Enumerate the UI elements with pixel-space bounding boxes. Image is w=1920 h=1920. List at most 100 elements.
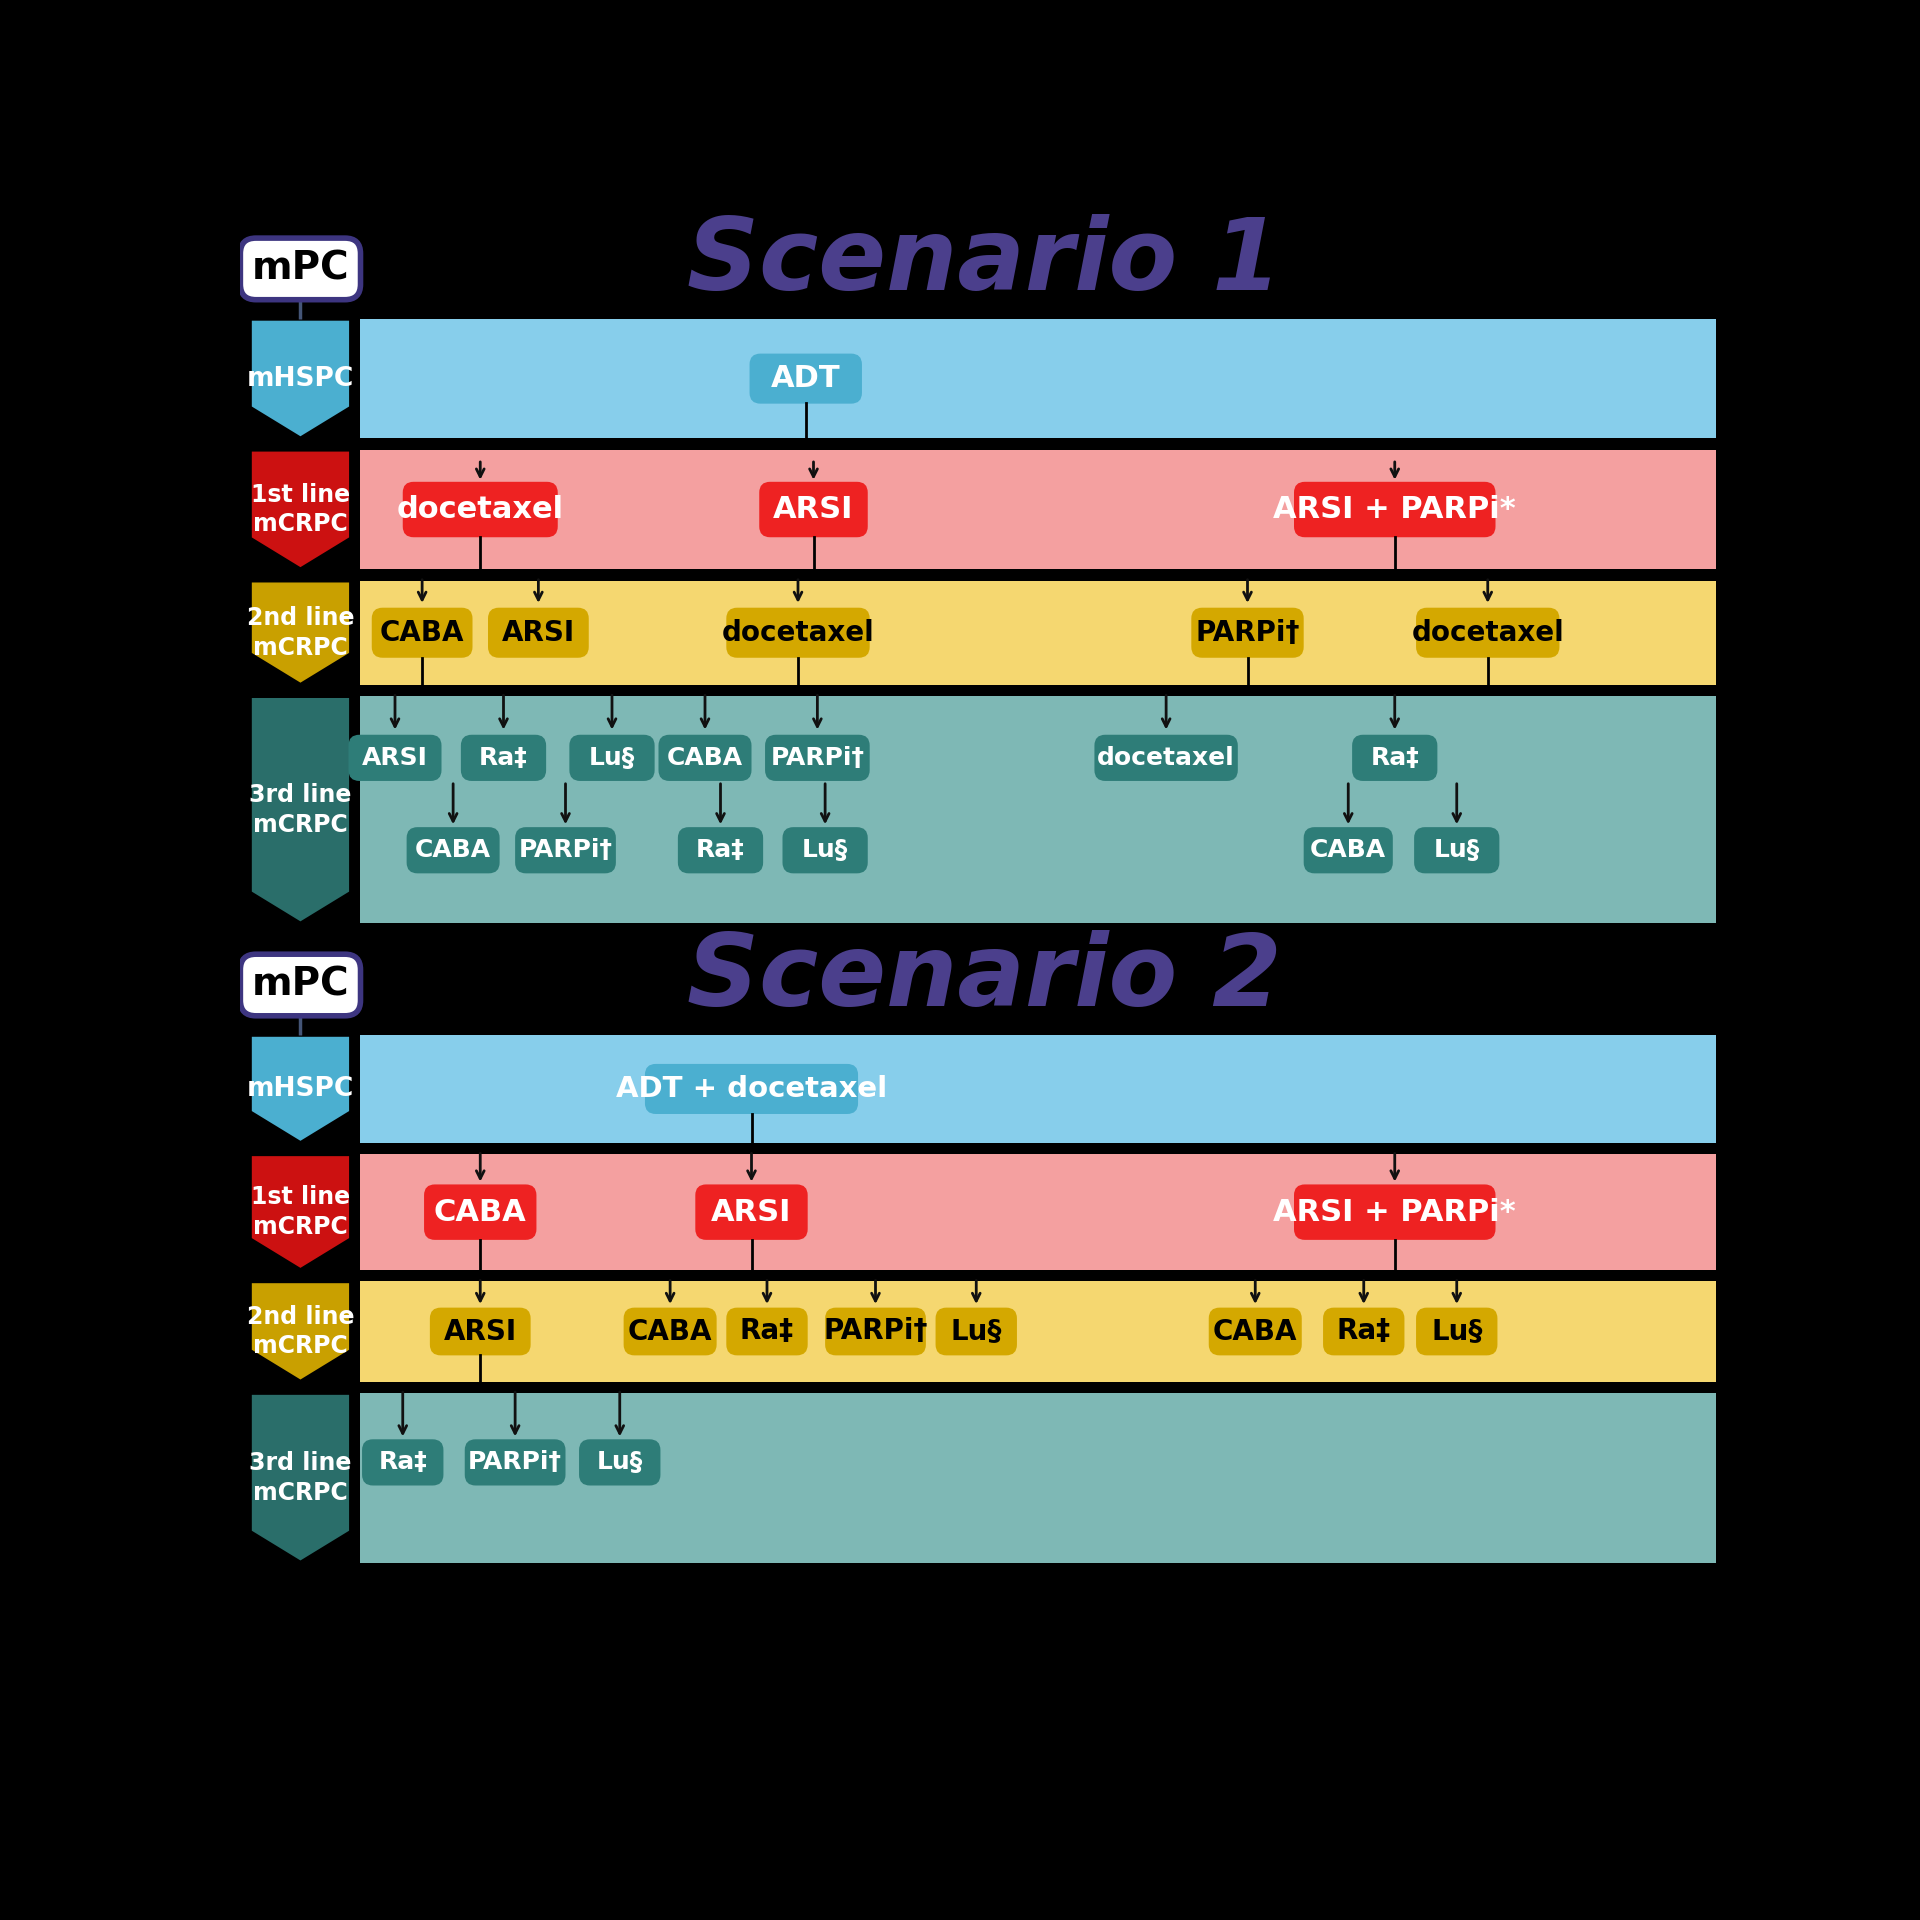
FancyBboxPatch shape <box>1352 735 1438 781</box>
Bar <box>361 1281 1716 1382</box>
Text: Scenario 2: Scenario 2 <box>687 931 1281 1027</box>
Text: mPC: mPC <box>252 250 349 288</box>
FancyBboxPatch shape <box>1323 1308 1404 1356</box>
FancyBboxPatch shape <box>695 1185 808 1240</box>
Text: ARSI: ARSI <box>774 495 854 524</box>
Text: Ra‡: Ra‡ <box>697 839 745 862</box>
Text: Ra‡: Ra‡ <box>1371 745 1419 770</box>
FancyBboxPatch shape <box>726 609 870 659</box>
Bar <box>361 1394 1716 1563</box>
FancyBboxPatch shape <box>624 1308 716 1356</box>
Polygon shape <box>250 449 351 568</box>
Text: CABA: CABA <box>666 745 743 770</box>
Polygon shape <box>250 319 351 438</box>
FancyBboxPatch shape <box>659 735 751 781</box>
FancyBboxPatch shape <box>645 1064 858 1114</box>
FancyBboxPatch shape <box>580 1440 660 1486</box>
Bar <box>361 449 1716 568</box>
Polygon shape <box>250 697 351 924</box>
Text: PARPi†: PARPi† <box>1196 618 1300 647</box>
Polygon shape <box>250 1035 351 1142</box>
Polygon shape <box>250 1394 351 1563</box>
FancyBboxPatch shape <box>1304 828 1392 874</box>
Text: ARSI: ARSI <box>501 618 574 647</box>
FancyBboxPatch shape <box>465 1440 566 1486</box>
FancyBboxPatch shape <box>403 482 557 538</box>
Bar <box>361 1035 1716 1142</box>
Text: docetaxel: docetaxel <box>722 618 874 647</box>
FancyBboxPatch shape <box>1294 1185 1496 1240</box>
Text: ADT: ADT <box>772 365 841 394</box>
Text: 3rd line
mCRPC: 3rd line mCRPC <box>250 1452 351 1505</box>
Bar <box>361 580 1716 685</box>
Text: 1st line
mCRPC: 1st line mCRPC <box>252 1185 349 1238</box>
Text: CABA: CABA <box>1213 1317 1298 1346</box>
Text: Lu§: Lu§ <box>589 745 636 770</box>
Text: PARPi†: PARPi† <box>824 1317 927 1346</box>
Text: Ra‡: Ra‡ <box>739 1317 795 1346</box>
Text: Lu§: Lu§ <box>803 839 849 862</box>
Text: docetaxel: docetaxel <box>1411 618 1565 647</box>
FancyBboxPatch shape <box>240 954 361 1016</box>
Text: Ra‡: Ra‡ <box>480 745 528 770</box>
Text: ARSI + PARPi*: ARSI + PARPi* <box>1273 1198 1517 1227</box>
Text: mHSPC: mHSPC <box>248 1075 353 1102</box>
Text: CABA: CABA <box>434 1198 526 1227</box>
Polygon shape <box>250 1281 351 1382</box>
Text: Lu§: Lu§ <box>1434 839 1480 862</box>
Text: ARSI: ARSI <box>363 745 428 770</box>
FancyBboxPatch shape <box>764 735 870 781</box>
Bar <box>361 697 1716 924</box>
FancyBboxPatch shape <box>726 1308 808 1356</box>
Text: CABA: CABA <box>1309 839 1386 862</box>
Text: mHSPC: mHSPC <box>248 365 353 392</box>
Text: CABA: CABA <box>415 839 492 862</box>
Polygon shape <box>250 580 351 685</box>
Text: ADT + docetaxel: ADT + docetaxel <box>616 1075 887 1102</box>
FancyBboxPatch shape <box>461 735 545 781</box>
FancyBboxPatch shape <box>488 609 589 659</box>
Bar <box>361 319 1716 438</box>
FancyBboxPatch shape <box>758 482 868 538</box>
FancyBboxPatch shape <box>678 828 762 874</box>
FancyBboxPatch shape <box>1417 1308 1498 1356</box>
FancyBboxPatch shape <box>1094 735 1238 781</box>
Text: docetaxel: docetaxel <box>1096 745 1235 770</box>
FancyBboxPatch shape <box>363 1440 444 1486</box>
FancyBboxPatch shape <box>407 828 499 874</box>
Text: Ra‡: Ra‡ <box>378 1450 426 1475</box>
FancyBboxPatch shape <box>1210 1308 1302 1356</box>
FancyBboxPatch shape <box>515 828 616 874</box>
FancyBboxPatch shape <box>349 735 442 781</box>
Text: ARSI: ARSI <box>710 1198 791 1227</box>
Text: docetaxel: docetaxel <box>397 495 564 524</box>
FancyBboxPatch shape <box>1415 828 1500 874</box>
Text: PARPi†: PARPi† <box>770 745 864 770</box>
Text: 2nd line
mCRPC: 2nd line mCRPC <box>246 1306 353 1357</box>
FancyBboxPatch shape <box>570 735 655 781</box>
Text: CABA: CABA <box>628 1317 712 1346</box>
FancyBboxPatch shape <box>372 609 472 659</box>
Text: mPC: mPC <box>252 966 349 1004</box>
FancyBboxPatch shape <box>749 353 862 403</box>
FancyBboxPatch shape <box>430 1308 530 1356</box>
Text: Ra‡: Ra‡ <box>1336 1317 1390 1346</box>
Text: PARPi†: PARPi† <box>518 839 612 862</box>
Text: Lu§: Lu§ <box>597 1450 643 1475</box>
FancyBboxPatch shape <box>1190 609 1304 659</box>
Text: ARSI: ARSI <box>444 1317 516 1346</box>
FancyBboxPatch shape <box>935 1308 1018 1356</box>
Text: Scenario 1: Scenario 1 <box>687 215 1281 311</box>
Text: ARSI + PARPi*: ARSI + PARPi* <box>1273 495 1517 524</box>
FancyBboxPatch shape <box>826 1308 925 1356</box>
Text: 1st line
mCRPC: 1st line mCRPC <box>252 482 349 536</box>
Polygon shape <box>250 1154 351 1269</box>
FancyBboxPatch shape <box>1294 482 1496 538</box>
Text: Lu§: Lu§ <box>950 1317 1002 1346</box>
FancyBboxPatch shape <box>783 828 868 874</box>
Text: PARPi†: PARPi† <box>468 1450 563 1475</box>
Text: CABA: CABA <box>380 618 465 647</box>
Text: 2nd line
mCRPC: 2nd line mCRPC <box>246 607 353 660</box>
Text: Lu§: Lu§ <box>1430 1317 1482 1346</box>
FancyBboxPatch shape <box>240 238 361 300</box>
